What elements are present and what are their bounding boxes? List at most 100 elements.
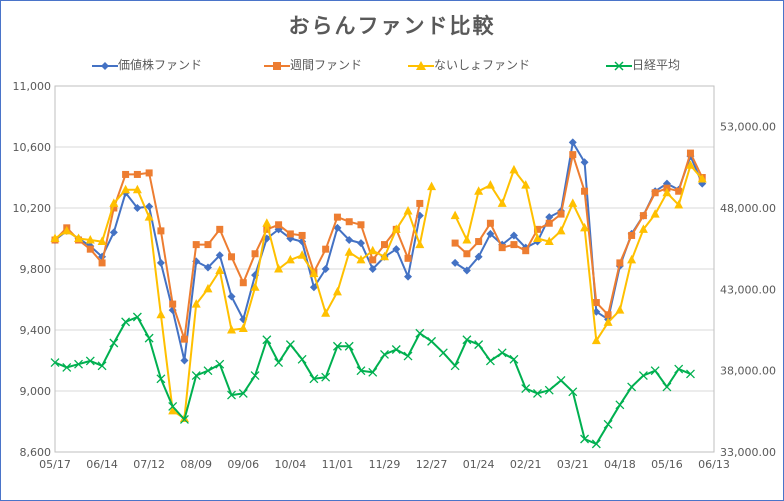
data-point xyxy=(544,236,554,246)
data-point xyxy=(157,227,165,235)
x-tick-label: 07/12 xyxy=(133,458,165,471)
data-point xyxy=(403,351,413,361)
x-tick-label: 08/09 xyxy=(180,458,212,471)
data-point xyxy=(109,198,119,207)
data-point xyxy=(238,323,248,332)
x-tick-label: 04/18 xyxy=(604,458,636,471)
data-point xyxy=(50,358,60,367)
data-point xyxy=(274,358,284,367)
y-left-tick-label: 8,600 xyxy=(20,446,52,459)
y-left-tick-label: 11,000 xyxy=(13,80,52,93)
legend-marker-x-icon xyxy=(606,60,632,71)
data-point xyxy=(580,158,589,167)
data-point xyxy=(674,364,684,374)
data-point xyxy=(169,300,177,308)
data-point xyxy=(74,233,84,242)
x-tick-label: 12/27 xyxy=(416,458,448,471)
data-point xyxy=(604,311,612,319)
data-point xyxy=(380,349,389,359)
data-point xyxy=(168,405,178,415)
data-point xyxy=(239,279,247,287)
data-point xyxy=(415,328,425,338)
data-point xyxy=(74,359,83,369)
data-point xyxy=(345,236,354,245)
data-point xyxy=(145,169,153,177)
data-point xyxy=(297,354,307,364)
series-2 xyxy=(51,149,706,343)
data-point xyxy=(591,439,601,449)
y-left-tick-label: 9,400 xyxy=(20,324,52,337)
data-point xyxy=(322,245,330,253)
chart-legend: 価値株ファンド 週間ファンド ないしょファンド 日経平均 xyxy=(0,55,784,75)
data-point xyxy=(180,335,188,343)
data-point xyxy=(522,247,530,255)
data-point xyxy=(697,174,707,183)
data-point xyxy=(369,256,377,264)
data-point xyxy=(321,308,331,317)
data-point xyxy=(462,235,472,244)
data-point xyxy=(485,356,495,366)
data-point xyxy=(368,265,377,273)
data-point xyxy=(568,387,578,397)
data-point xyxy=(309,374,319,384)
legend-marker-diamond-icon xyxy=(92,61,118,70)
data-point xyxy=(557,210,565,218)
data-point xyxy=(263,225,271,233)
data-point xyxy=(474,186,484,195)
data-point xyxy=(427,336,437,346)
data-point xyxy=(191,299,201,308)
data-point xyxy=(85,356,95,366)
data-point xyxy=(521,384,531,394)
data-point xyxy=(438,348,448,358)
data-point xyxy=(509,231,518,240)
data-point xyxy=(132,312,142,322)
data-point xyxy=(133,170,141,178)
data-point xyxy=(274,264,284,273)
legend-label: 日経平均 xyxy=(632,58,681,72)
data-point xyxy=(474,252,483,261)
data-point xyxy=(510,241,518,249)
data-point xyxy=(357,221,365,229)
data-point xyxy=(474,340,484,350)
data-point xyxy=(251,250,259,258)
data-point xyxy=(569,151,577,159)
data-point xyxy=(615,400,625,410)
data-point xyxy=(533,388,542,398)
y-left-tick-label: 10,200 xyxy=(13,202,52,215)
data-point xyxy=(215,265,225,275)
data-point xyxy=(368,245,378,255)
data-point xyxy=(686,149,694,157)
data-point xyxy=(485,180,495,189)
data-point xyxy=(568,138,577,147)
data-point xyxy=(497,348,507,358)
data-point xyxy=(62,362,72,372)
data-point xyxy=(356,239,365,248)
data-point xyxy=(651,189,659,197)
data-point xyxy=(86,245,94,253)
data-point xyxy=(216,225,224,233)
data-point xyxy=(250,282,260,291)
x-tick-label: 05/16 xyxy=(651,458,683,471)
data-point xyxy=(639,212,647,220)
data-point xyxy=(616,259,624,267)
legend-item-series-4: 日経平均 xyxy=(606,55,680,75)
data-point xyxy=(591,335,601,345)
data-point xyxy=(544,385,554,395)
x-tick-label: 02/21 xyxy=(510,458,542,471)
data-point xyxy=(603,419,613,429)
data-point xyxy=(250,371,260,381)
legend-item-series-2: 週間ファンド xyxy=(264,55,362,75)
data-point xyxy=(638,371,648,381)
x-tick-label: 03/21 xyxy=(557,458,589,471)
legend-item-series-1: 価値株ファンド xyxy=(92,55,202,75)
x-tick-label: 11/01 xyxy=(322,458,354,471)
data-point xyxy=(62,225,72,235)
x-tick-label: 10/04 xyxy=(275,458,307,471)
legend-item-series-3: ないしょファンド xyxy=(408,55,530,75)
data-point xyxy=(203,366,213,376)
data-point xyxy=(592,299,600,307)
data-point xyxy=(228,253,236,261)
data-point xyxy=(381,241,388,249)
